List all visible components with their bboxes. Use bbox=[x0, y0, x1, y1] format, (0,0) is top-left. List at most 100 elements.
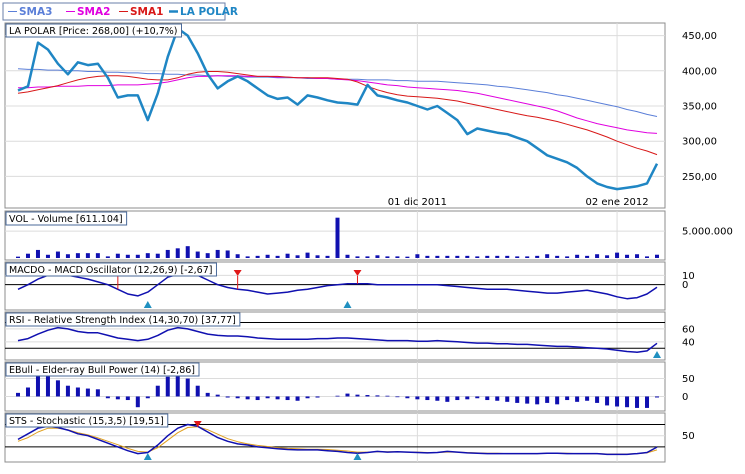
bull-power-bar bbox=[485, 396, 490, 401]
y-tick-label: 50 bbox=[682, 374, 695, 385]
volume-bar bbox=[25, 253, 30, 258]
volume-bar bbox=[545, 254, 550, 258]
bull-power-bar bbox=[365, 395, 370, 397]
volume-bar bbox=[245, 256, 250, 258]
volume-bar bbox=[65, 254, 70, 258]
panel-macd: 010 MACDO - MACD Oscillator (12,26,9) [-2… bbox=[4, 261, 695, 311]
volume-bar bbox=[565, 256, 570, 258]
volume-bar bbox=[135, 254, 140, 258]
bull-power-bar bbox=[295, 396, 300, 401]
bull-power-bar bbox=[105, 396, 110, 399]
buy-signal-marker bbox=[143, 301, 152, 308]
bull-power-bar bbox=[305, 396, 310, 399]
volume-bar bbox=[645, 256, 650, 258]
volume-bar bbox=[95, 253, 100, 258]
macd-line bbox=[17, 272, 658, 300]
volume-bar bbox=[425, 255, 430, 258]
volume-bar bbox=[215, 249, 220, 258]
panel-title-box bbox=[5, 413, 169, 428]
volume-bar bbox=[635, 254, 640, 258]
volume-bar bbox=[315, 255, 320, 258]
legend-label: LA POLAR bbox=[180, 6, 238, 18]
volume-bar bbox=[375, 255, 380, 258]
buy-signal-marker bbox=[653, 351, 661, 358]
volume-bar bbox=[255, 255, 260, 258]
panel-title-box bbox=[5, 211, 128, 226]
buy-signal-marker bbox=[353, 453, 362, 460]
panel-title-box bbox=[5, 362, 200, 377]
bull-power-bar bbox=[45, 371, 50, 397]
bull-power-bar bbox=[445, 396, 450, 402]
panel-price: 250,00 300,00 350,00 400,00 450,00 01 dic 201… bbox=[4, 22, 717, 209]
volume-bar bbox=[525, 256, 530, 258]
bull-power-bar bbox=[495, 396, 500, 401]
panel-title: RSI - Relative Strength Index (14,30,70)… bbox=[9, 315, 236, 326]
volume-bar bbox=[75, 253, 80, 258]
bull-power-bar bbox=[435, 396, 440, 401]
volume-bar bbox=[385, 256, 390, 258]
y-tick-label: 60 bbox=[682, 324, 695, 335]
bull-power-bar bbox=[275, 396, 280, 400]
panel-ebull: 0 50 EBull - Elder-ray Bull Power (14) [-2… bbox=[4, 361, 695, 412]
volume-bar bbox=[435, 255, 440, 258]
volume-bar bbox=[455, 255, 460, 258]
bull-power-bar bbox=[635, 396, 640, 408]
bull-power-bar bbox=[235, 396, 240, 399]
legend-label: SMA1 bbox=[130, 6, 163, 18]
bull-power-bar bbox=[595, 396, 600, 403]
y-tick-label: 0 bbox=[682, 280, 688, 291]
bull-power-bar bbox=[155, 385, 160, 397]
bull-power-bar bbox=[55, 380, 60, 397]
bull-power-bar bbox=[205, 392, 210, 397]
bull-power-bar bbox=[115, 396, 120, 400]
panel-vol: 5.000.000 VOL - Volume [611.104] bbox=[4, 210, 733, 261]
rsi-line bbox=[17, 326, 658, 353]
bull-power-bar bbox=[255, 396, 260, 401]
panel-title: MACDO - MACD Oscillator (12,26,9) [-2,67… bbox=[9, 265, 212, 276]
y-tick-label: 5.000.000 bbox=[682, 227, 733, 238]
volume-bar bbox=[355, 256, 360, 258]
legend: SMA3 SMA2 SMA1 LA POLAR bbox=[2, 2, 238, 21]
bull-power-bar bbox=[285, 396, 290, 401]
volume-bar bbox=[615, 252, 620, 258]
volume-bar bbox=[485, 255, 490, 258]
panel-title: EBull - Elder-ray Bull Power (14) [-2,86… bbox=[9, 365, 195, 376]
bull-power-bar bbox=[135, 396, 140, 408]
volume-bar bbox=[595, 254, 600, 258]
panel-title-box bbox=[5, 312, 241, 327]
volume-bar bbox=[335, 217, 340, 258]
bull-power-bar bbox=[85, 388, 90, 397]
panel-rsi: 40 60 RSI - Relative Strength Index (14,30… bbox=[4, 311, 695, 361]
y-tick-label: 350,00 bbox=[682, 101, 717, 112]
volume-bar bbox=[505, 255, 510, 258]
bull-power-bar bbox=[555, 396, 560, 405]
y-tick-label: 300,00 bbox=[682, 137, 717, 148]
buy-signal-marker bbox=[143, 453, 152, 460]
y-tick-label: 50 bbox=[682, 431, 695, 442]
sell-signal-marker bbox=[193, 421, 202, 427]
bull-power-bar bbox=[195, 385, 200, 397]
panel-sts: 50 STS - Stochastic (15,3,5) [19,51] bbox=[4, 412, 695, 463]
bull-power-bar bbox=[65, 385, 70, 397]
volume-bar bbox=[515, 256, 520, 258]
bull-power-bar bbox=[625, 396, 630, 408]
volume-bar bbox=[575, 254, 580, 258]
bull-power-bar bbox=[315, 396, 320, 398]
volume-bar bbox=[155, 253, 160, 258]
bull-power-bar bbox=[245, 396, 250, 400]
bull-power-bar bbox=[465, 396, 470, 400]
volume-bar bbox=[465, 255, 470, 258]
volume-bar bbox=[535, 255, 540, 258]
volume-bar bbox=[275, 255, 280, 258]
y-tick-label: 400,00 bbox=[682, 66, 717, 77]
volume-bar bbox=[295, 255, 300, 258]
bull-power-bar bbox=[475, 396, 480, 399]
x-tick-label: 02 ene 2012 bbox=[585, 197, 648, 208]
legend-box bbox=[2, 2, 226, 21]
bull-power-bar bbox=[565, 396, 570, 401]
panel-title: LA POLAR [Price: 268,00] (+10,7%) bbox=[9, 26, 178, 37]
volume-bar bbox=[605, 255, 610, 258]
bull-power-bar bbox=[95, 389, 100, 397]
